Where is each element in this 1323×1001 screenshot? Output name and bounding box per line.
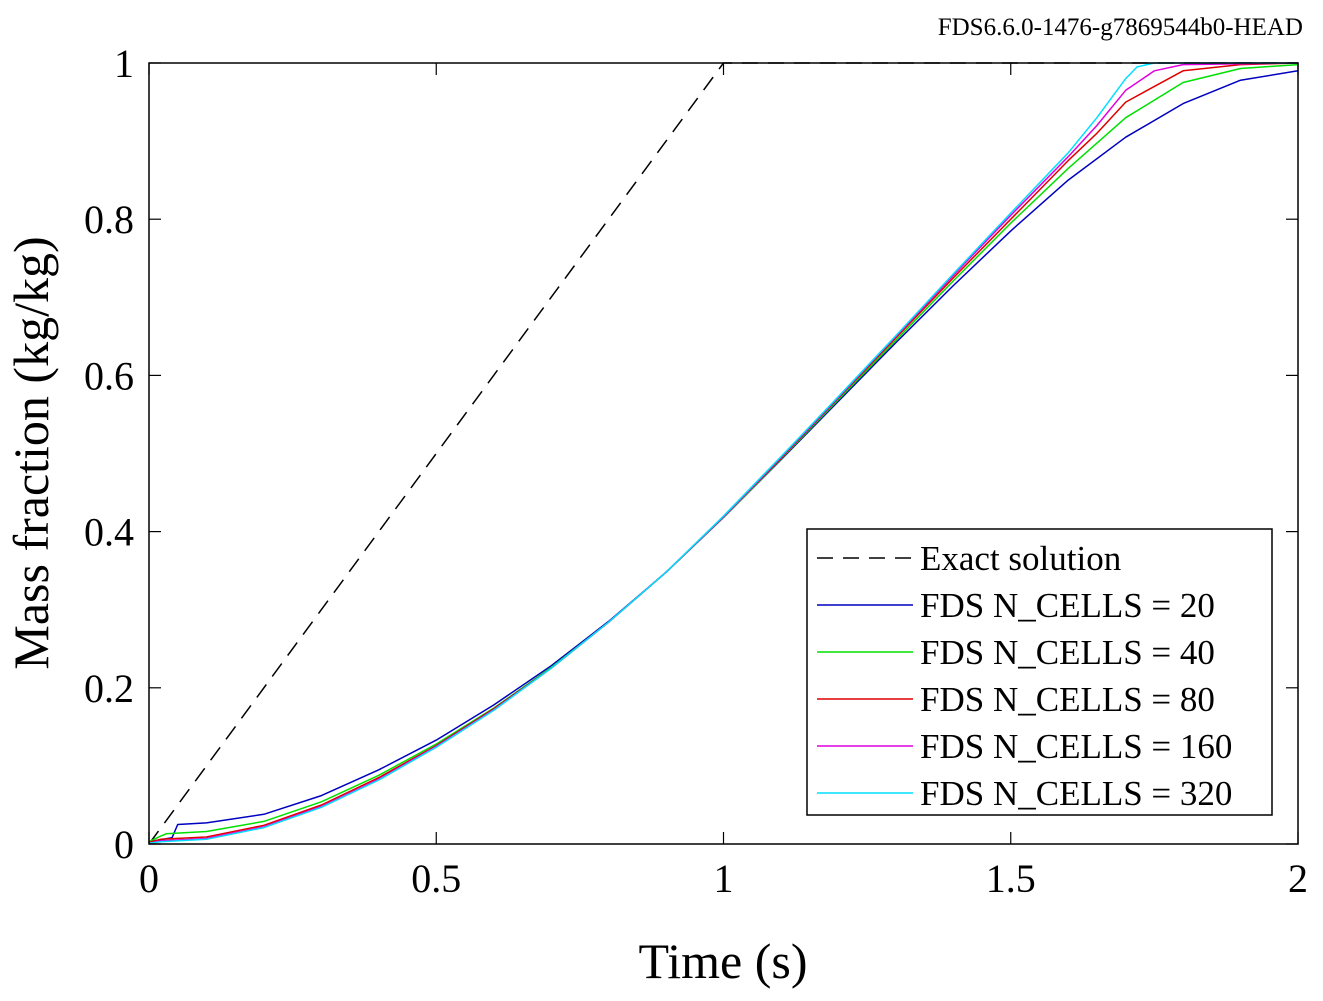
series-line-5 <box>148 62 1298 844</box>
legend: Exact solution FDS N_CELLS = 20 FDS N_CELL… <box>806 528 1273 816</box>
y-tick-label: 0.6 <box>84 353 134 398</box>
legend-label-2: FDS N_CELLS = 40 <box>920 633 1215 672</box>
y-tick-label: 0.8 <box>84 197 134 242</box>
y-tick-label: 0.2 <box>84 666 134 711</box>
version-label: FDS6.6.0-1476-g7869544b0-HEAD <box>938 14 1303 41</box>
x-tick-label: 1.5 <box>986 856 1036 901</box>
y-tick-label: 0 <box>114 822 134 867</box>
legend-label-3: FDS N_CELLS = 80 <box>920 680 1215 719</box>
x-tick-label: 0.5 <box>411 856 461 901</box>
legend-label-5: FDS N_CELLS = 320 <box>920 774 1232 813</box>
x-axis-label: Time (s) <box>638 933 807 989</box>
legend-label-0: Exact solution <box>920 539 1121 578</box>
y-tick-label: 1 <box>114 41 134 86</box>
y-axis-label: Mass fraction (kg/kg) <box>3 236 59 669</box>
legend-label-1: FDS N_CELLS = 20 <box>920 586 1215 625</box>
tick-layer: 0 0.5 1 1.5 2 0 0.2 0.4 0.6 0.8 1 <box>84 41 1308 901</box>
legend-box <box>806 528 1273 816</box>
y-tick-label: 0.4 <box>84 510 134 555</box>
x-tick-label: 1 <box>714 856 734 901</box>
x-tick-label: 0 <box>139 856 159 901</box>
legend-label-4: FDS N_CELLS = 160 <box>920 727 1232 766</box>
x-tick-label: 2 <box>1288 856 1308 901</box>
